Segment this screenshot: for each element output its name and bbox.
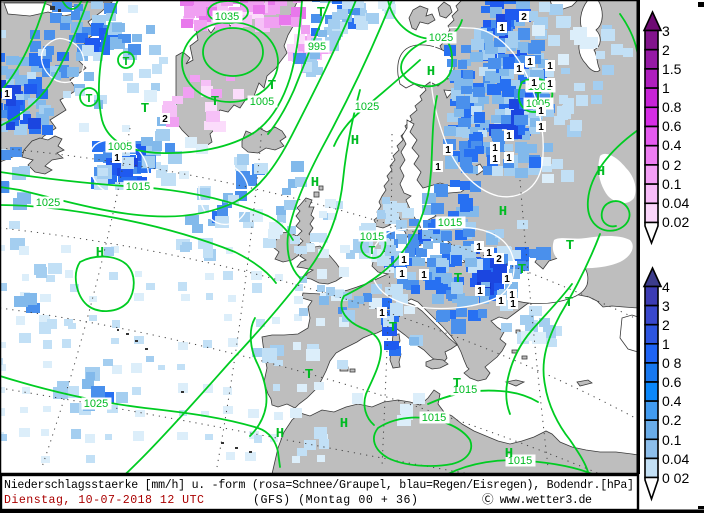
svg-text:1: 1 [538,122,544,133]
svg-text:1: 1 [445,145,451,156]
svg-text:Niederschlagsstaerke [mm/h] u.: Niederschlagsstaerke [mm/h] u. -form (ro… [4,479,634,492]
svg-text:995: 995 [308,41,326,53]
svg-text:T: T [454,271,462,287]
svg-text:1015: 1015 [422,412,446,424]
svg-text:2: 2 [521,12,527,23]
svg-text:1: 1 [401,255,407,266]
svg-text:1: 1 [506,131,512,142]
svg-text:0.04: 0.04 [662,451,689,467]
svg-text:H: H [505,446,513,462]
svg-text:T: T [518,262,526,278]
svg-text:1: 1 [504,274,510,285]
svg-text:1: 1 [435,162,441,173]
svg-text:T: T [211,94,219,110]
svg-text:1015: 1015 [453,384,477,396]
svg-text:0.6: 0.6 [662,118,682,134]
svg-text:1: 1 [486,248,492,259]
svg-text:0.1: 0.1 [662,432,682,448]
svg-text:H: H [351,133,359,149]
svg-text:H: H [311,175,319,191]
svg-text:Dienstag, 10-07-2018 12 UTC: Dienstag, 10-07-2018 12 UTC [4,494,204,507]
svg-text:0 02: 0 02 [662,470,689,486]
svg-text:1: 1 [527,57,533,68]
svg-text:T: T [566,238,574,254]
svg-text:0.4: 0.4 [662,393,682,409]
svg-text:1015: 1015 [438,217,462,229]
svg-text:(GFS) (Montag 00 + 36): (GFS) (Montag 00 + 36) [253,494,418,507]
svg-text:1005: 1005 [250,96,274,108]
svg-text:T: T [389,320,397,336]
svg-text:2: 2 [662,317,670,333]
svg-text:1: 1 [379,308,385,319]
svg-text:1: 1 [477,286,483,297]
svg-text:H: H [499,204,507,220]
svg-text:1: 1 [662,336,670,352]
svg-text:H: H [427,64,435,80]
svg-text:1: 1 [476,242,482,253]
svg-text:2: 2 [496,254,502,265]
svg-text:1025: 1025 [84,398,108,410]
svg-text:T: T [368,244,375,258]
svg-text:0.1: 0.1 [662,176,682,192]
svg-text:0.04: 0.04 [662,195,689,211]
svg-text:3: 3 [662,23,670,39]
svg-text:H: H [340,416,348,432]
svg-text:0.6: 0.6 [662,374,682,390]
svg-text:1: 1 [538,106,544,117]
svg-text:0.4: 0.4 [662,137,682,153]
svg-text:1: 1 [547,79,553,90]
svg-text:T: T [268,78,276,94]
svg-text:1015: 1015 [126,181,150,193]
svg-text:1: 1 [421,270,427,281]
svg-text:1: 1 [662,80,670,96]
svg-text:1: 1 [510,299,516,310]
svg-text:1025: 1025 [36,197,60,209]
svg-text:1: 1 [509,290,515,301]
svg-text:4: 4 [662,279,670,295]
svg-text:1: 1 [4,89,10,100]
svg-text:0 2: 0 2 [662,157,682,173]
svg-text:0.2: 0.2 [662,412,682,428]
svg-text:T: T [141,101,149,117]
svg-text:0.8: 0.8 [662,99,682,115]
svg-text:1: 1 [492,143,498,154]
svg-text:1: 1 [516,64,522,75]
svg-text:0 8: 0 8 [662,355,682,371]
svg-text:1025: 1025 [355,101,379,113]
svg-text:1: 1 [547,61,553,72]
svg-text:1: 1 [506,153,512,164]
svg-text:H: H [276,426,284,442]
svg-text:1025: 1025 [429,32,453,44]
svg-text:T: T [565,295,573,311]
svg-text:1: 1 [499,23,505,34]
svg-text:T: T [85,92,92,106]
svg-text:1: 1 [492,154,498,165]
svg-text:1: 1 [399,269,405,280]
svg-text:1.5: 1.5 [662,61,682,77]
svg-text:T: T [317,5,325,21]
svg-text:H: H [597,164,605,180]
svg-text:T: T [453,376,461,392]
svg-text:2: 2 [662,42,670,58]
svg-text:1035: 1035 [215,11,239,23]
svg-text:T: T [305,367,313,383]
svg-text:1015: 1015 [508,455,532,467]
svg-text:0.02: 0.02 [662,214,689,230]
svg-text:2: 2 [162,114,168,125]
svg-text:1005: 1005 [108,141,132,153]
svg-text:1: 1 [114,153,120,164]
svg-text:1: 1 [531,78,537,89]
svg-text:T: T [534,90,541,104]
svg-text:H: H [96,245,104,261]
svg-text:1: 1 [498,296,504,307]
svg-text:T: T [122,55,129,69]
svg-text:Ⓒ www.wetter3.de: Ⓒ www.wetter3.de [482,493,592,507]
svg-text:3: 3 [662,298,670,314]
svg-text:1015: 1015 [360,231,384,243]
